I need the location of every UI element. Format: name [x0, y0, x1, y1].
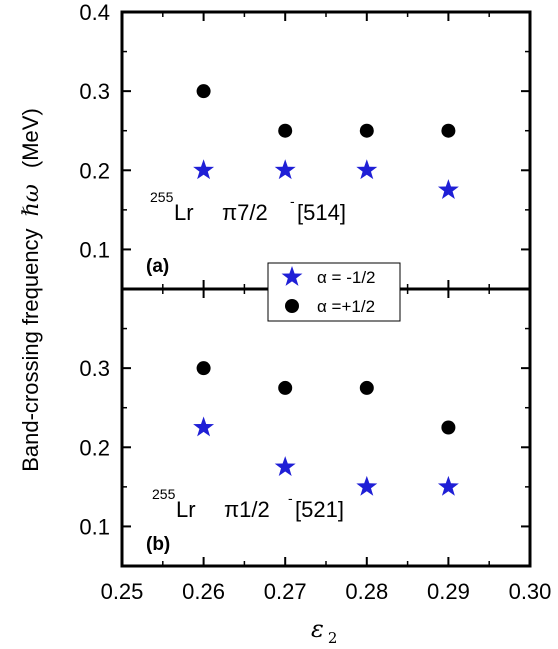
- xtick-label: 0.28: [345, 579, 388, 604]
- annotation-a-nilsson: [514]: [297, 200, 346, 225]
- annotation-a-orbital: π7/2: [222, 200, 268, 225]
- panel-a-alpha-minus-half-point: [274, 159, 296, 180]
- panel-b-alpha-plus-half-point: [359, 380, 374, 395]
- panel-b-label: (b): [146, 534, 170, 555]
- data-marks: [193, 84, 459, 496]
- x-axis-title: ε 2: [311, 615, 337, 647]
- panel-a-annotation: 255 Lr π7/2 - [514]: [150, 189, 346, 225]
- annotation-b-element: Lr: [176, 497, 196, 522]
- panel-b-alpha-minus-half-point: [274, 456, 296, 476]
- annotation-a-mass: 255: [150, 189, 174, 205]
- panel-b-alpha-plus-half-point: [278, 380, 293, 395]
- panel-a-label: (a): [146, 256, 169, 277]
- annotation-a-element: Lr: [174, 200, 194, 225]
- panel-a-alpha-minus-half-point: [193, 159, 215, 180]
- xtick-label: 0.29: [427, 579, 470, 604]
- axis-ticks: 0.1 0.2 0.3 0.4 0.1 0.2 0.3 0.25 0.26 0.27 0.28 0.2…: [79, 0, 551, 604]
- panel-a-alpha-minus-half-point: [356, 159, 378, 180]
- panel-b-alpha-plus-half-point: [196, 361, 211, 376]
- legend-marker-circle: [285, 299, 299, 313]
- panel-b-frame: [120, 287, 532, 568]
- panel-b-alpha-minus-half-point: [356, 475, 378, 496]
- panel-b-ytick-label: 0.1: [79, 514, 110, 539]
- panel-a-alpha-plus-half-point: [196, 84, 211, 99]
- legend-label-plus: α =+1/2: [317, 297, 375, 316]
- y-axis-title-symbol: ℏω: [19, 184, 44, 216]
- panel-b-alpha-plus-half-point: [441, 420, 456, 435]
- panel-b-alpha-minus-half-point: [193, 416, 215, 437]
- panel-a-ytick-label: 0.2: [79, 158, 110, 183]
- panel-a-alpha-plus-half-point: [359, 123, 374, 138]
- legend: α = -1/2 α =+1/2: [267, 262, 401, 322]
- panel-a-ytick-label: 0.4: [79, 0, 110, 25]
- xtick-label: 0.25: [101, 579, 144, 604]
- panel-a-ytick-label: 0.1: [79, 237, 110, 262]
- panel-b-annotation: 255 Lr π1/2 - [521]: [152, 486, 344, 522]
- annotation-b-nilsson: [521]: [295, 497, 344, 522]
- panel-b-alpha-minus-half-point: [437, 475, 459, 496]
- x-axis-title-sub: 2: [328, 629, 338, 647]
- annotation-b-sup: -: [288, 490, 293, 506]
- annotation-a-sup: -: [290, 193, 295, 209]
- y-axis-title: Band-crossing frequency ℏω (MeV): [18, 108, 44, 472]
- annotation-b-orbital: π1/2: [224, 497, 270, 522]
- x-axis-title-main: ε: [311, 615, 324, 643]
- panel-a-frame: [120, 10, 532, 291]
- y-axis-title-text: Band-crossing frequency: [18, 228, 43, 471]
- xtick-label: 0.27: [264, 579, 307, 604]
- panel-a-ytick-label: 0.3: [79, 79, 110, 104]
- panel-b-ytick-label: 0.3: [79, 356, 110, 381]
- y-axis-title-unit: (MeV): [18, 108, 43, 168]
- panel-b-ytick-label: 0.2: [79, 435, 110, 460]
- panel-a-alpha-plus-half-point: [441, 123, 456, 138]
- xtick-label: 0.26: [182, 579, 225, 604]
- legend-marker-star: [281, 266, 303, 286]
- legend-markers: [281, 266, 303, 313]
- panel-a-alpha-plus-half-point: [278, 123, 293, 138]
- legend-label-minus: α = -1/2: [317, 268, 376, 287]
- xtick-label: 0.30: [509, 579, 552, 604]
- annotation-b-mass: 255: [152, 486, 176, 502]
- panel-a-alpha-minus-half-point: [437, 179, 459, 199]
